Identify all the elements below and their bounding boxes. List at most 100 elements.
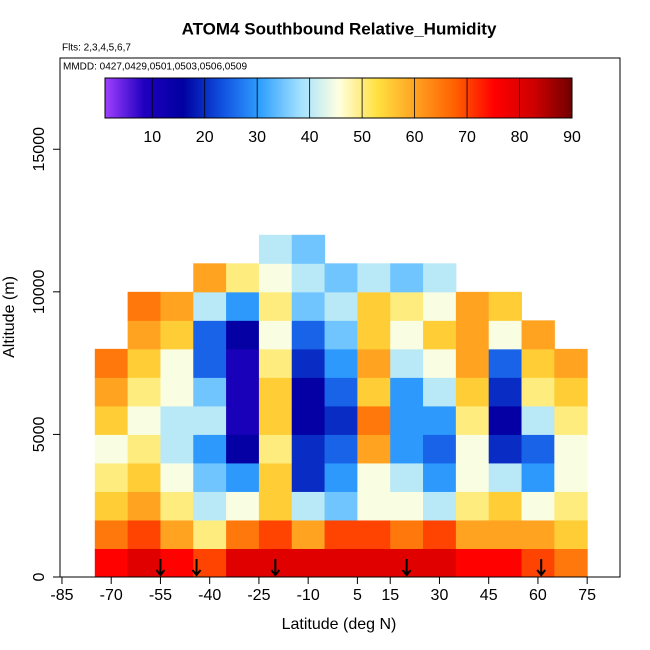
heat-cell bbox=[193, 377, 227, 407]
heat-cell bbox=[291, 434, 326, 464]
heat-cell bbox=[455, 548, 490, 578]
arrow bbox=[155, 559, 166, 577]
y-tick-label: 5000 bbox=[31, 417, 48, 453]
heat-cell bbox=[357, 377, 391, 407]
heat-cell bbox=[226, 519, 260, 549]
y-tick-label: 0 bbox=[31, 572, 48, 581]
y-tick-label: 10000 bbox=[31, 269, 48, 314]
heat-cell bbox=[127, 434, 161, 464]
heat-cell bbox=[94, 519, 129, 549]
heat-cell bbox=[324, 377, 358, 407]
chart-title: ATOM4 Southbound Relative_Humidity bbox=[182, 19, 497, 38]
heat-cell bbox=[554, 519, 588, 549]
colorbar-tick-label: 60 bbox=[406, 129, 424, 146]
heat-cell bbox=[488, 291, 523, 321]
heat-cell bbox=[160, 405, 194, 435]
heat-cell bbox=[291, 348, 326, 378]
heat-cell bbox=[390, 291, 424, 321]
x-tick-label: -85 bbox=[50, 587, 73, 604]
heat-cell bbox=[258, 491, 293, 521]
heat-cell bbox=[357, 263, 391, 293]
heat-cell bbox=[554, 462, 588, 492]
heat-cell bbox=[324, 462, 358, 492]
heat-cell bbox=[488, 405, 523, 435]
heat-cell bbox=[226, 348, 260, 378]
x-tick-label: -70 bbox=[100, 587, 123, 604]
heat-cell bbox=[226, 291, 260, 321]
x-tick-label: 75 bbox=[578, 587, 596, 604]
colorbar-tick-label: 50 bbox=[353, 129, 371, 146]
heat-cell bbox=[488, 519, 523, 549]
heat-cell bbox=[423, 405, 457, 435]
heat-cell bbox=[488, 377, 523, 407]
heat-cell bbox=[423, 434, 457, 464]
heat-cell bbox=[423, 377, 457, 407]
arrow bbox=[191, 559, 202, 577]
heat-cell bbox=[488, 434, 523, 464]
heat-cell bbox=[423, 519, 457, 549]
heat-cell bbox=[521, 348, 555, 378]
x-tick-label: -25 bbox=[247, 587, 270, 604]
heat-cell bbox=[521, 320, 555, 350]
heat-cell bbox=[521, 519, 555, 549]
colorbar-tick-label: 20 bbox=[196, 129, 214, 146]
x-tick-label: -10 bbox=[297, 587, 320, 604]
heat-cell bbox=[488, 491, 523, 521]
heat-cell bbox=[521, 548, 555, 578]
heat-cell bbox=[390, 263, 424, 293]
x-tick-label: 5 bbox=[353, 587, 362, 604]
heat-cell bbox=[423, 491, 457, 521]
subtitle: Flts: 2,3,4,5,6,7 bbox=[62, 43, 131, 54]
heat-cell bbox=[160, 291, 194, 321]
heat-cell bbox=[291, 377, 326, 407]
x-tick-label: -55 bbox=[149, 587, 172, 604]
heat-cell bbox=[390, 348, 424, 378]
heat-cell bbox=[127, 348, 161, 378]
heat-cell bbox=[94, 434, 129, 464]
heat-cell bbox=[127, 377, 161, 407]
heat-cell bbox=[554, 348, 588, 378]
heat-cell bbox=[160, 377, 194, 407]
heat-cell bbox=[291, 291, 326, 321]
heat-cell bbox=[423, 291, 457, 321]
heat-cell bbox=[357, 348, 391, 378]
heat-cell bbox=[160, 348, 194, 378]
heat-cell bbox=[554, 434, 588, 464]
heat-cell bbox=[193, 320, 227, 350]
heat-cell bbox=[390, 405, 424, 435]
heat-cell bbox=[423, 462, 457, 492]
heat-cell bbox=[521, 405, 555, 435]
heat-cell bbox=[357, 434, 391, 464]
heat-cell bbox=[258, 377, 293, 407]
heat-cell bbox=[455, 348, 490, 378]
heat-cell bbox=[193, 291, 227, 321]
plot-frame bbox=[59, 57, 621, 578]
heat-cell bbox=[94, 405, 129, 435]
x-tick-label: -40 bbox=[198, 587, 221, 604]
heat-cell bbox=[160, 320, 194, 350]
heat-cell bbox=[423, 548, 457, 578]
heat-cell bbox=[94, 377, 129, 407]
heat-cell bbox=[160, 491, 194, 521]
heat-cell bbox=[390, 519, 424, 549]
heat-cell bbox=[390, 434, 424, 464]
heat-cell bbox=[357, 405, 391, 435]
heat-cell bbox=[258, 234, 293, 264]
heat-cell bbox=[488, 320, 523, 350]
heat-cell bbox=[455, 434, 490, 464]
heat-cell bbox=[258, 348, 293, 378]
heat-cell bbox=[258, 519, 293, 549]
heat-cell bbox=[455, 320, 490, 350]
heat-cell bbox=[324, 320, 358, 350]
heat-cell bbox=[258, 263, 293, 293]
heat-cell bbox=[521, 491, 555, 521]
heat-cell bbox=[291, 234, 326, 264]
heat-cell bbox=[94, 548, 129, 578]
heat-cell bbox=[193, 263, 227, 293]
heat-cell bbox=[226, 405, 260, 435]
heat-cell bbox=[357, 320, 391, 350]
heat-cell bbox=[324, 405, 358, 435]
x-tick-label: 15 bbox=[381, 587, 399, 604]
heat-cell bbox=[127, 405, 161, 435]
colorbar-tick-label: 70 bbox=[458, 129, 476, 146]
